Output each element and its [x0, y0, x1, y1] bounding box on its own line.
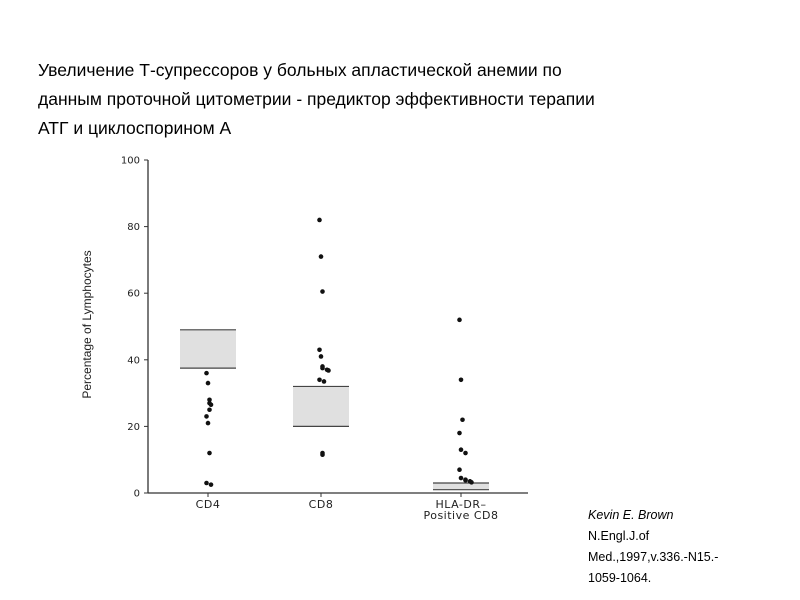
category-label-2-1: Positive CD8	[423, 509, 498, 522]
citation-volume: Med.,1997,v.336.-N15.-	[588, 550, 719, 564]
data-point-0-9	[204, 480, 209, 486]
data-point-1-9	[317, 377, 322, 383]
data-point-2-7	[458, 475, 464, 481]
citation-author: Kevin E. Brown	[588, 508, 674, 522]
data-point-2-3	[457, 430, 462, 436]
citation-journal: N.Engl.J.of	[588, 529, 650, 543]
data-point-0-1	[205, 380, 211, 386]
data-point-1-2	[320, 289, 325, 294]
category-label-0-0: CD4	[196, 498, 221, 511]
data-point-1-4	[318, 354, 324, 359]
citation-pages: 1059-1064.	[588, 571, 652, 585]
title-line-3: АТГ и циклоспорином А	[38, 118, 232, 138]
slide-title: Увеличение Т-супрессоров у больных аплас…	[38, 56, 778, 143]
y-tick-label-2: 40	[127, 355, 140, 366]
data-point-0-0	[204, 370, 209, 376]
data-point-0-7	[205, 420, 211, 426]
data-point-0-6	[204, 414, 209, 419]
y-tick-label-1: 20	[127, 422, 140, 433]
data-point-0-10	[208, 482, 214, 487]
data-point-2-5	[463, 450, 468, 456]
data-point-1-10	[321, 379, 327, 384]
range-box-2	[433, 483, 489, 490]
title-line-1: Увеличение Т-супрессоров у больных аплас…	[38, 60, 562, 80]
category-label-1-0: CD8	[309, 498, 334, 511]
data-point-2-1	[458, 377, 464, 383]
y-tick-label-3: 60	[127, 289, 140, 300]
data-point-2-6	[457, 467, 462, 472]
data-point-0-4	[208, 402, 214, 408]
data-point-2-11	[469, 480, 474, 485]
data-point-1-12	[320, 452, 325, 458]
data-point-2-0	[457, 317, 462, 323]
data-point-1-0	[317, 217, 322, 223]
y-tick-label-4: 80	[127, 222, 140, 233]
y-tick-label-0: 0	[134, 489, 140, 500]
data-point-2-2	[460, 417, 465, 423]
y-tick-label-5: 100	[121, 156, 140, 167]
data-point-1-1	[318, 254, 324, 259]
citation: Kevin E. Brown N.Engl.J.of Med.,1997,v.3…	[588, 505, 788, 589]
category-label-2-0: HLA-DR–	[435, 498, 486, 511]
data-point-2-4	[458, 447, 464, 453]
y-axis-title: Percentage of Lymphocytes	[80, 250, 94, 398]
data-point-1-6	[320, 365, 325, 371]
range-box-0	[180, 329, 236, 369]
data-point-0-5	[207, 407, 212, 413]
range-box-1	[293, 386, 349, 427]
data-point-0-2	[207, 397, 212, 403]
data-point-1-3	[317, 347, 322, 353]
data-point-1-8	[326, 368, 331, 373]
data-point-2-9	[463, 478, 468, 483]
title-line-2: данным проточной цитометрии - предиктор …	[38, 89, 595, 109]
data-point-0-8	[207, 450, 212, 456]
